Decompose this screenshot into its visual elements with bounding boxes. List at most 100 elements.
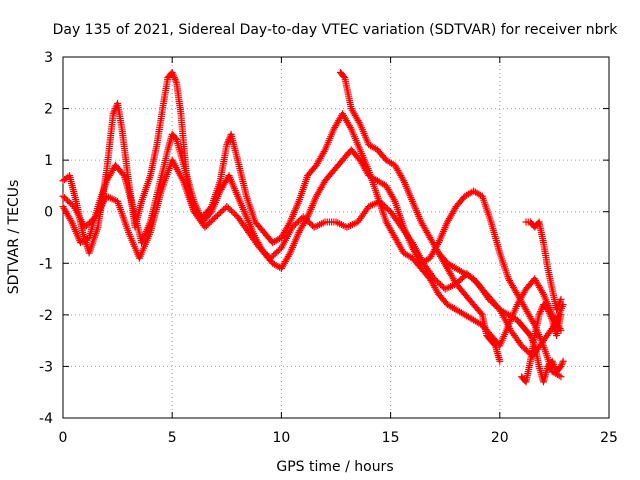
- series-track-c: [59, 156, 567, 360]
- data-point: [557, 311, 565, 319]
- data-point: [215, 210, 223, 218]
- data-point: [557, 295, 565, 303]
- data-point: [67, 216, 75, 224]
- data-point: [170, 72, 178, 80]
- chart-title: Day 135 of 2021, Sidereal Day-to-day VTE…: [53, 22, 619, 38]
- data-point: [224, 139, 232, 147]
- data-point: [295, 217, 303, 225]
- plot-frame: [62, 56, 610, 419]
- data-point: [430, 275, 438, 283]
- data-point: [379, 200, 387, 208]
- data-point: [271, 250, 279, 258]
- data-point: [518, 342, 526, 350]
- x-tick-label: 15: [382, 430, 400, 446]
- data-point: [547, 313, 555, 321]
- data-point: [260, 248, 268, 256]
- data-point: [546, 311, 554, 319]
- x-tick-label: 25: [600, 430, 618, 446]
- data-point: [67, 200, 75, 208]
- data-point: [226, 206, 234, 214]
- data-point: [432, 276, 440, 284]
- y-tick-label: 2: [44, 102, 53, 118]
- data-point: [544, 306, 552, 314]
- data-point: [521, 345, 529, 353]
- data-point: [536, 309, 544, 317]
- x-tick-label: 10: [272, 430, 290, 446]
- data-point: [558, 359, 566, 367]
- data-point: [549, 359, 557, 367]
- data-point: [554, 302, 562, 310]
- data-point: [273, 248, 281, 256]
- y-tick-label: -1: [39, 256, 53, 272]
- data-point: [224, 137, 232, 145]
- series-track-f: [522, 218, 565, 314]
- data-point: [548, 357, 556, 365]
- data-point: [291, 220, 299, 228]
- data-point: [376, 197, 384, 205]
- data-points: [59, 68, 567, 386]
- data-point: [355, 118, 363, 126]
- y-tick-label: -3: [39, 359, 53, 375]
- data-point: [212, 213, 220, 221]
- data-point: [213, 211, 221, 219]
- data-point: [382, 203, 390, 211]
- data-point: [407, 237, 415, 245]
- data-point: [227, 207, 235, 215]
- data-point: [302, 216, 310, 224]
- data-point: [305, 219, 313, 227]
- data-point: [209, 216, 217, 224]
- data-point: [89, 216, 97, 224]
- data-point: [550, 361, 558, 369]
- x-axis-label: GPS time / hours: [276, 459, 393, 475]
- data-point: [259, 247, 267, 255]
- data-point: [537, 306, 545, 314]
- series-track-e: [518, 301, 565, 386]
- data-point: [545, 307, 553, 315]
- data-point: [299, 213, 307, 221]
- data-point: [559, 357, 567, 365]
- data-point: [557, 362, 565, 370]
- data-point: [435, 279, 443, 287]
- data-point: [81, 223, 89, 231]
- data-point: [557, 373, 565, 381]
- data-point: [203, 222, 211, 230]
- data-point: [270, 251, 278, 259]
- data-point: [438, 282, 446, 290]
- data-point: [59, 192, 67, 200]
- data-point: [171, 75, 179, 83]
- data-point: [553, 306, 561, 314]
- data-point: [257, 245, 265, 253]
- y-tick-label: 1: [44, 153, 53, 169]
- data-point: [87, 217, 95, 225]
- data-point: [218, 207, 226, 215]
- data-point: [171, 134, 179, 142]
- data-point: [62, 195, 70, 203]
- axis-ticks: 0 5 10 15 20 25 -4 -3 -2 -1 0 1 2 3: [39, 50, 618, 446]
- data-point: [201, 223, 209, 231]
- data-point: [556, 297, 564, 305]
- data-point: [172, 77, 180, 85]
- data-point: [537, 307, 545, 315]
- data-point: [268, 253, 276, 261]
- data-point: [496, 357, 504, 365]
- data-point: [524, 348, 532, 356]
- data-point: [170, 74, 178, 82]
- data-point: [522, 346, 530, 354]
- data-point: [383, 205, 391, 213]
- data-point: [477, 309, 485, 317]
- data-point: [64, 197, 72, 205]
- data-point: [290, 222, 298, 230]
- data-point: [301, 214, 309, 222]
- data-point: [256, 244, 264, 252]
- data-point: [555, 301, 563, 309]
- data-point: [82, 222, 90, 230]
- data-point: [539, 289, 547, 297]
- data-point: [220, 206, 228, 214]
- data-point: [433, 278, 441, 286]
- data-point: [304, 217, 312, 225]
- data-point: [210, 214, 218, 222]
- y-tick-label: 0: [44, 205, 53, 221]
- data-point: [109, 110, 117, 118]
- data-point: [84, 220, 92, 228]
